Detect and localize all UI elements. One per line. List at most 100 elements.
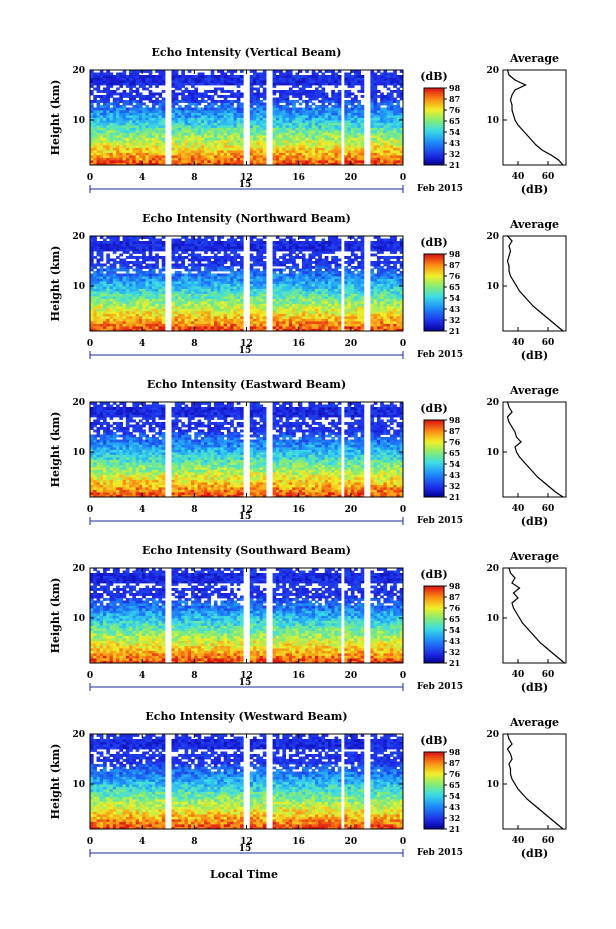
heatmap-cell xyxy=(223,281,228,284)
heatmap-cell xyxy=(285,112,290,116)
heatmap-cell xyxy=(389,80,394,83)
heatmap-cell xyxy=(282,276,287,279)
heatmap-cell xyxy=(158,268,163,272)
heatmap-cell xyxy=(142,236,146,239)
heatmap-cell xyxy=(184,236,189,239)
heatmap-cell xyxy=(249,140,254,143)
heatmap-cell xyxy=(275,120,280,123)
heatmap-cell xyxy=(318,125,322,128)
heatmap-cell xyxy=(389,157,394,161)
heatmap-cell xyxy=(184,145,189,148)
heatmap-cell xyxy=(223,321,228,324)
heatmap-cell xyxy=(106,162,110,166)
heatmap-cell xyxy=(119,72,123,76)
heatmap-cell xyxy=(103,288,107,292)
heatmap-cell xyxy=(282,117,287,121)
heatmap-cell xyxy=(148,253,153,257)
heatmap-cell xyxy=(370,87,375,91)
heatmap-cell xyxy=(285,140,290,143)
heatmap-cell xyxy=(145,70,150,73)
heatmap-cell xyxy=(279,326,283,329)
heatmap-cell xyxy=(138,296,143,299)
heatmap-cell xyxy=(178,142,182,146)
heatmap-cell xyxy=(236,303,241,307)
heatmap-cell xyxy=(396,100,401,103)
heatmap-cell xyxy=(158,95,163,98)
heatmap-cell xyxy=(383,127,388,131)
heatmap-cell xyxy=(161,145,166,148)
heatmap-cell xyxy=(93,266,97,269)
heatmap-cell xyxy=(135,316,140,319)
heatmap-cell xyxy=(389,130,394,133)
heatmap-cell xyxy=(386,87,391,91)
heatmap-cell xyxy=(158,286,163,289)
average-profile-point xyxy=(557,159,560,161)
heatmap-cell xyxy=(194,256,198,259)
heatmap-cell xyxy=(178,152,182,156)
heatmap-cell xyxy=(217,70,221,73)
heatmap-cell xyxy=(132,117,137,121)
heatmap-cell xyxy=(151,246,156,249)
heatmap-cell xyxy=(122,251,127,254)
heatmap-cell xyxy=(376,105,381,108)
heatmap-cell xyxy=(204,147,208,151)
heatmap-cell xyxy=(148,326,153,329)
heatmap-cell xyxy=(151,301,156,304)
heatmap-cell xyxy=(116,316,120,319)
heatmap-cell xyxy=(213,75,218,78)
heatmap-cell xyxy=(217,241,221,244)
heatmap-cell xyxy=(370,147,375,151)
heatmap-cell xyxy=(226,107,231,111)
heatmap-cell xyxy=(191,125,195,128)
heatmap-cell xyxy=(223,152,228,156)
heatmap-cell xyxy=(151,92,156,96)
heatmap-cell xyxy=(158,100,163,103)
heatmap-cell xyxy=(138,263,143,267)
heatmap-cell xyxy=(253,291,257,294)
heatmap-cell xyxy=(142,137,146,141)
heatmap-cell xyxy=(93,127,97,131)
heatmap-cell xyxy=(155,313,159,317)
heatmap-cell xyxy=(125,80,130,83)
heatmap-cell xyxy=(178,85,182,88)
heatmap-cell xyxy=(210,150,215,153)
heatmap-cell xyxy=(171,92,176,96)
heatmap-cell xyxy=(200,293,205,297)
heatmap-cell xyxy=(236,291,241,294)
heatmap-cell xyxy=(393,150,397,153)
heatmap-cell xyxy=(138,127,143,131)
heatmap-cell xyxy=(256,82,260,86)
heatmap-cell xyxy=(301,90,306,93)
heatmap-cell xyxy=(181,135,185,138)
heatmap-cell xyxy=(230,263,234,267)
heatmap-cell xyxy=(272,92,277,96)
heatmap-cell xyxy=(109,117,114,121)
heatmap-cell xyxy=(223,160,228,163)
heatmap-cell xyxy=(213,127,218,131)
heatmap-cell xyxy=(119,137,123,141)
heatmap-cell xyxy=(155,303,159,307)
heatmap-cell xyxy=(354,160,358,163)
heatmap-cell xyxy=(311,112,316,116)
heatmap-cell xyxy=(236,311,241,314)
heatmap-cell xyxy=(288,321,293,324)
heatmap-cell xyxy=(109,311,114,314)
heatmap-cell xyxy=(184,105,189,108)
heatmap-cell xyxy=(103,311,107,314)
heatmap-cell xyxy=(187,90,192,93)
heatmap-cell xyxy=(328,162,332,166)
heatmap-cell xyxy=(259,323,264,327)
heatmap-cell xyxy=(285,72,290,76)
heatmap-cell xyxy=(393,80,397,83)
colorbar-swatch xyxy=(424,155,444,158)
heatmap-cell xyxy=(230,283,234,287)
heatmap-cell xyxy=(282,82,287,86)
heatmap-cell xyxy=(109,273,114,277)
heatmap-cell xyxy=(145,303,150,307)
heatmap-cell xyxy=(191,122,195,126)
heatmap-cell xyxy=(171,276,176,279)
heatmap-cell xyxy=(217,107,221,111)
heatmap-cell xyxy=(337,117,342,121)
heatmap-cell xyxy=(272,303,277,307)
heatmap-cell xyxy=(259,137,264,141)
